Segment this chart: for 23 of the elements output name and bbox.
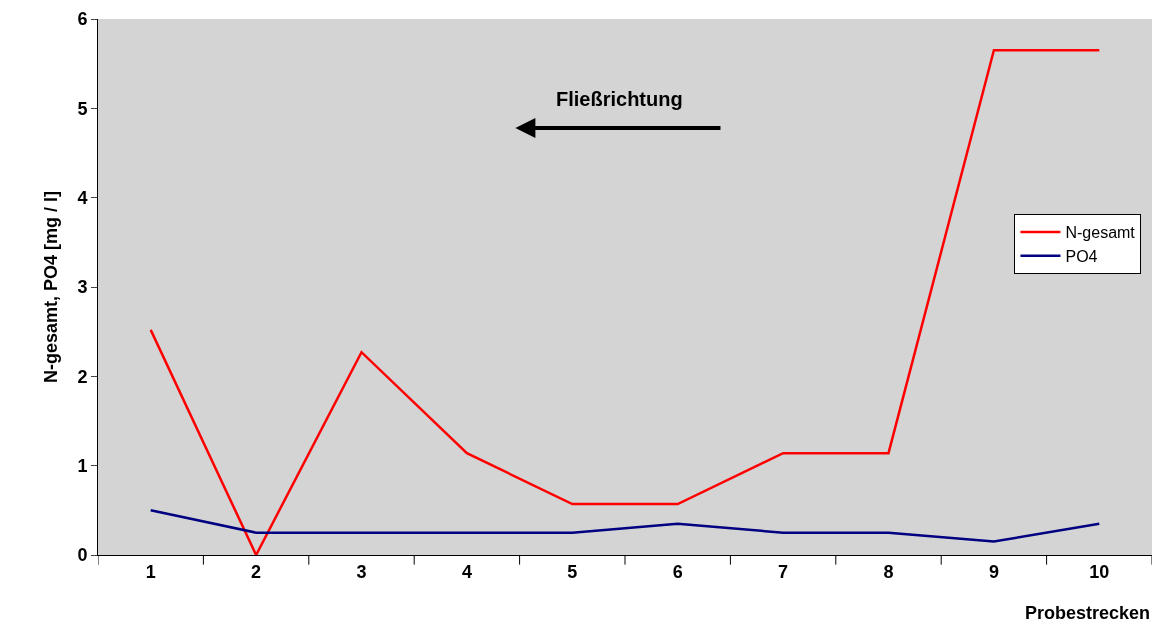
legend-label: PO4: [1065, 248, 1098, 266]
y-tick-label: 0: [77, 545, 88, 566]
x-tick-label: 9: [988, 561, 999, 582]
y-tick-label: 2: [77, 366, 88, 387]
x-tick-label: 8: [883, 561, 894, 582]
x-axis-title: Probestrecken: [1025, 603, 1151, 623]
x-tick-label: 10: [1089, 561, 1110, 582]
x-tick-label: 6: [672, 561, 683, 582]
x-tick-label: 3: [356, 561, 367, 582]
x-tick-label: 4: [461, 561, 472, 582]
legend-label: N-gesamt: [1065, 224, 1136, 242]
x-tick-label: 7: [778, 561, 789, 582]
x-tick-label: 5: [567, 561, 578, 582]
x-tick-label: 1: [145, 561, 156, 582]
y-tick-label: 3: [77, 277, 88, 298]
y-tick-label: 6: [77, 9, 88, 30]
y-tick-label: 5: [77, 98, 88, 119]
y-axis-title: N-gesamt, PO4 [mg / l]: [40, 190, 61, 384]
annotation: Fließrichtung: [556, 88, 683, 110]
y-tick-label: 1: [77, 455, 88, 476]
y-tick-label: 4: [77, 187, 88, 208]
line-series: [149, 509, 1101, 543]
x-tick-label: 2: [251, 561, 262, 582]
